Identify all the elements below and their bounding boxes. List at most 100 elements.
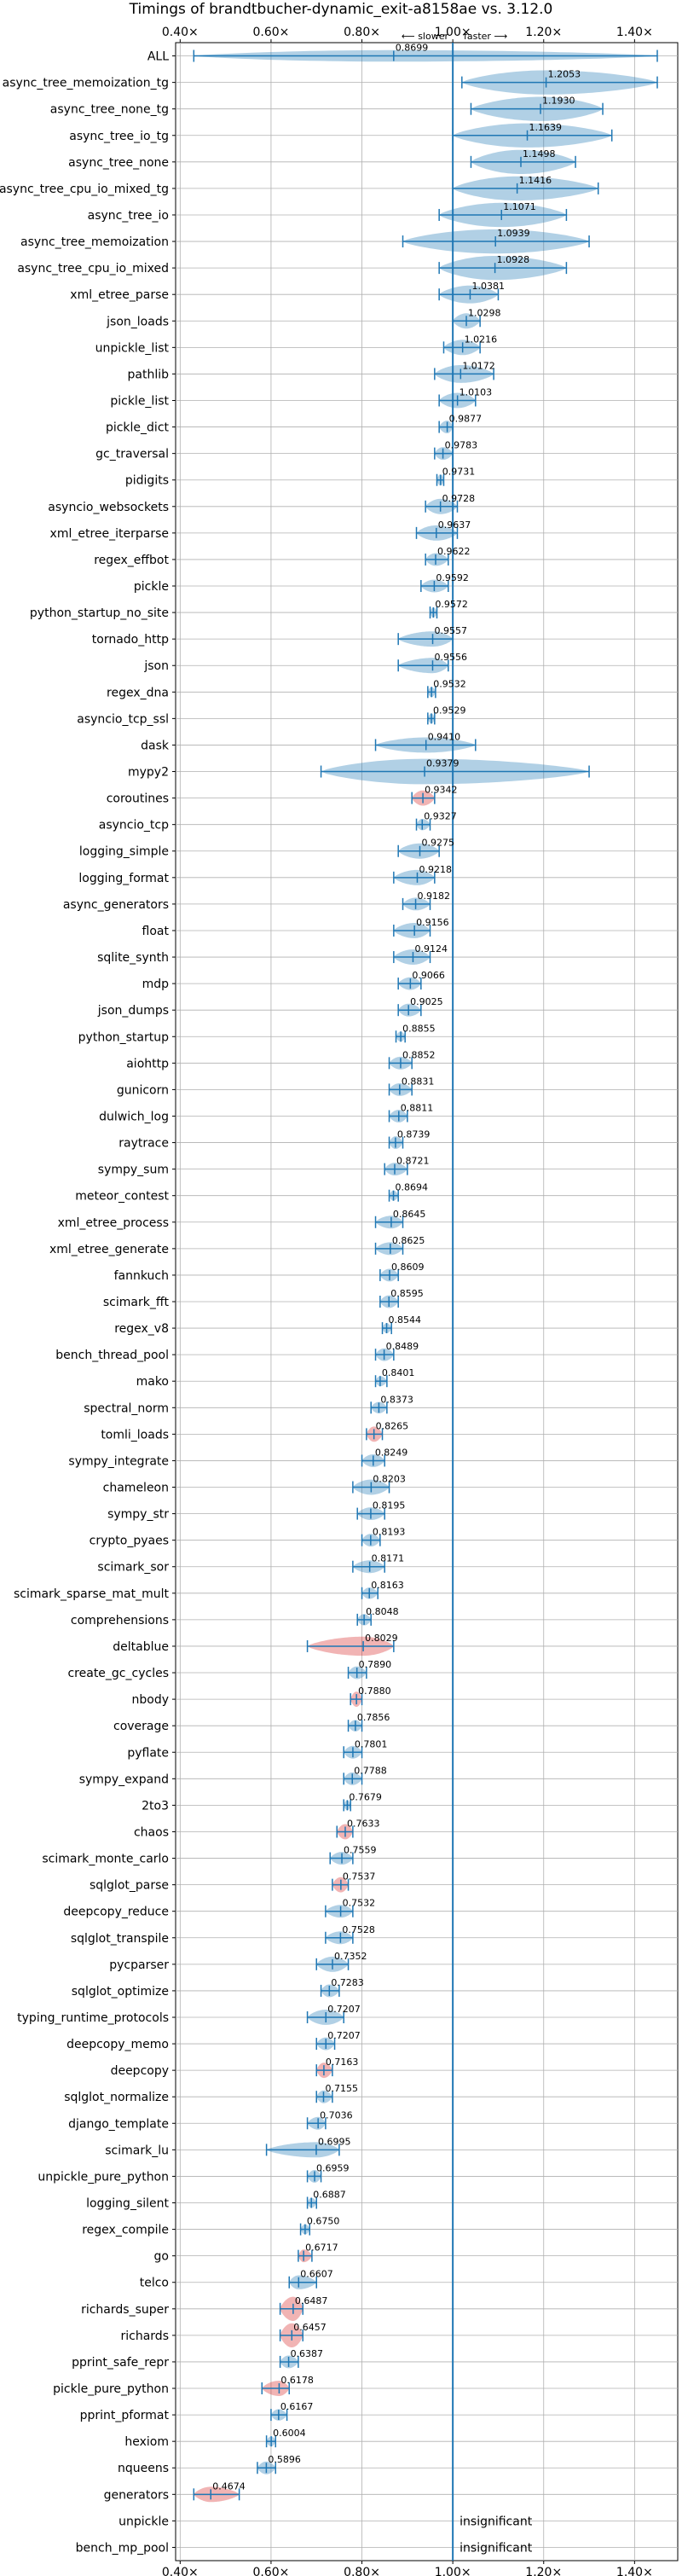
category-label: mypy2 — [128, 766, 169, 780]
category-label: python_startup — [78, 1030, 169, 1044]
category-label: pyflate — [127, 1746, 169, 1760]
x-tick-label-top: 0.60× — [252, 26, 289, 39]
mean-value-label: 0.6487 — [295, 2295, 328, 2306]
chart-title: Timings of brandtbucher-dynamic_exit-a81… — [129, 1, 553, 18]
mean-value-label: 0.8401 — [382, 1367, 415, 1378]
category-label: pprint_safe_repr — [72, 2356, 169, 2370]
category-label: bench_mp_pool — [76, 2541, 169, 2555]
mean-value-label: 0.8595 — [390, 1288, 424, 1299]
category-label: sympy_integrate — [68, 1454, 169, 1468]
insignificant-label: insignificant — [459, 2515, 533, 2528]
plot-area: 0.40× 0.40× 0.60× 0.60× 0.80× 0.80× 1.00× 1.00×… — [0, 26, 679, 2576]
category-label: aiohttp — [126, 1057, 169, 1070]
mean-value-label: 1.0216 — [465, 334, 498, 345]
x-tick-label-bottom: 0.60× — [252, 2566, 289, 2576]
mean-value-label: 1.0939 — [497, 228, 530, 239]
mean-value-label: 0.9731 — [442, 467, 476, 478]
category-label: logging_format — [78, 872, 169, 885]
category-label: regex_effbot — [94, 554, 169, 567]
mean-value-label: 0.8373 — [380, 1394, 413, 1405]
category-label: sympy_expand — [79, 1772, 169, 1786]
category-label: async_tree_cpu_io_mixed — [17, 262, 169, 276]
mean-value-label: 0.8203 — [373, 1474, 406, 1485]
mean-value-label: 0.7036 — [320, 2109, 353, 2121]
category-label: create_gc_cycles — [67, 1667, 169, 1680]
mean-value-label: 0.7890 — [359, 1659, 392, 1670]
x-tick-label-bottom: 1.00× — [435, 2566, 471, 2576]
category-label: regex_dna — [107, 686, 169, 699]
mean-value-label: 0.8489 — [386, 1341, 419, 1352]
category-label: async_generators — [63, 898, 169, 912]
category-label: logging_silent — [86, 2197, 169, 2211]
category-label: json_loads — [106, 315, 169, 328]
mean-value-label: 0.6167 — [280, 2401, 314, 2412]
mean-value-label: 0.9556 — [434, 652, 467, 663]
category-label: deltablue — [113, 1640, 169, 1654]
mean-value-label: 0.7207 — [327, 2004, 361, 2015]
mean-value-label: 0.9182 — [418, 891, 451, 902]
mean-value-label: 0.6959 — [316, 2162, 350, 2173]
mean-value-label: 0.6750 — [307, 2216, 340, 2227]
mean-value-label: 0.9379 — [426, 758, 459, 769]
mean-value-label: 0.7352 — [334, 1951, 367, 1962]
mean-value-label: 0.8171 — [372, 1553, 405, 1564]
mean-value-label: 0.7633 — [347, 1818, 380, 1829]
x-tick-label-bottom: 0.40× — [162, 2566, 199, 2576]
category-label: async_tree_io_tg — [69, 130, 169, 143]
category-label: sqlite_synth — [97, 951, 169, 965]
mean-value-label: 0.9066 — [412, 970, 444, 981]
mean-value-label: 0.9342 — [425, 785, 457, 796]
x-tick-label-top: 0.80× — [344, 26, 380, 39]
mean-value-label: 0.7880 — [358, 1685, 391, 1697]
category-label: python_startup_no_site — [30, 606, 169, 620]
x-tick-label-top: 1.20× — [525, 26, 562, 39]
category-label: nqueens — [118, 2462, 169, 2475]
mean-value-label: 1.1930 — [542, 96, 575, 107]
category-label: async_tree_none_tg — [50, 103, 169, 117]
category-label: asyncio_tcp — [99, 819, 169, 833]
mean-value-label: 0.6887 — [313, 2190, 346, 2201]
category-label: coverage — [113, 1720, 169, 1733]
category-label: async_tree_none — [68, 156, 169, 170]
mean-value-label: 1.0103 — [459, 386, 493, 397]
category-label: sympy_sum — [98, 1163, 169, 1177]
mean-value-label: 0.7537 — [343, 1871, 376, 1883]
category-label: pickle_dict — [106, 421, 170, 435]
mean-value-label: 0.9783 — [445, 440, 478, 451]
mean-value-label: 0.7679 — [349, 1791, 382, 1802]
category-label: deepcopy — [111, 2064, 169, 2078]
category-label: mdp — [142, 978, 170, 991]
mean-value-label: 0.8249 — [375, 1447, 408, 1458]
category-label: pycparser — [109, 1958, 169, 1972]
mean-value-label: 0.9572 — [435, 599, 468, 610]
category-label: spectral_norm — [84, 1401, 169, 1415]
category-label: hexiom — [124, 2435, 169, 2449]
x-tick-label-top: 1.00× — [435, 26, 471, 39]
category-label: unpickle — [118, 2515, 169, 2528]
mean-value-label: 0.9275 — [422, 838, 455, 849]
mean-value-label: 0.9532 — [433, 678, 466, 689]
category-label: gc_traversal — [95, 448, 169, 461]
mean-value-label: 0.6004 — [273, 2428, 306, 2439]
category-label: telco — [140, 2277, 169, 2290]
mean-value-label: 0.8721 — [396, 1156, 430, 1167]
category-label: xml_etree_iterparse — [50, 527, 169, 541]
mean-value-label: 0.8193 — [373, 1527, 406, 1538]
mean-value-label: 1.0298 — [468, 307, 501, 318]
mean-value-label: 0.6717 — [305, 2242, 338, 2254]
category-label: raytrace — [118, 1137, 169, 1151]
category-label: asyncio_tcp_ssl — [77, 712, 169, 726]
mean-value-label: 0.8048 — [366, 1606, 399, 1617]
category-label: unpickle_list — [95, 341, 170, 355]
category-label: pidigits — [125, 474, 169, 488]
category-label: pathlib — [128, 368, 170, 381]
category-label: dask — [141, 739, 170, 752]
mean-value-label: 1.0928 — [497, 254, 530, 265]
mean-value-label: 0.6607 — [300, 2269, 333, 2280]
mean-value-label: 0.4674 — [212, 2480, 246, 2492]
mean-value-label: 0.8694 — [396, 1182, 429, 1193]
mean-value-label: 0.9327 — [424, 811, 456, 822]
mean-value-label: 0.8645 — [393, 1209, 426, 1220]
category-label: chaos — [134, 1825, 169, 1839]
